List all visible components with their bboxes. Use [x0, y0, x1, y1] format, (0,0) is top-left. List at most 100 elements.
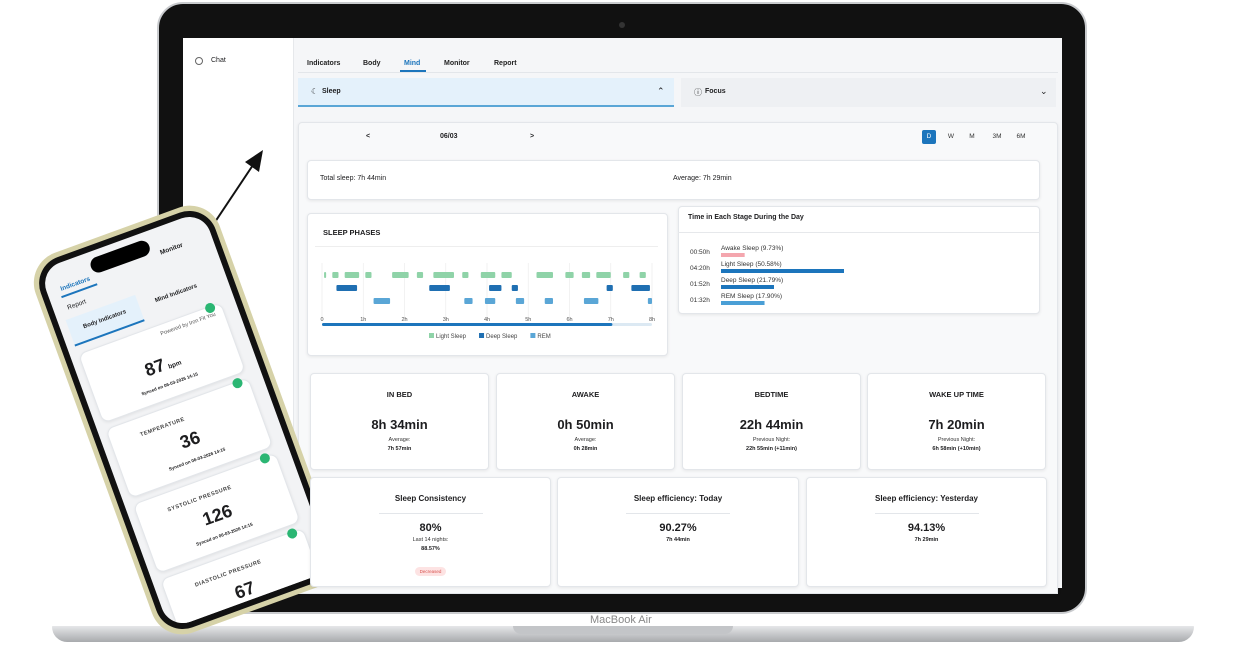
x-tick-label: 7h: [608, 317, 614, 323]
chevron: ⌃: [657, 86, 665, 96]
legend-swatch: [479, 333, 485, 338]
x-tick-label: 4h: [484, 317, 490, 323]
range-button[interactable]: 3M: [992, 133, 1002, 140]
x-tick-label: 1h: [360, 317, 366, 323]
metric-title: IN BED: [386, 390, 413, 399]
efficiency-card: Sleep efficiency: Yesterday 94.13% 7h 29mi…: [806, 477, 1047, 587]
phase-segment: [565, 272, 574, 278]
tab[interactable]: Indicators: [307, 60, 341, 67]
stage-bar: [721, 253, 745, 257]
phase-segment: [344, 272, 360, 278]
metric-title: WAKE UP TIME: [929, 390, 984, 399]
phase-segment: [606, 285, 613, 291]
x-tick-label: 2h: [401, 317, 407, 323]
sidebar-item[interactable]: Chat: [211, 57, 226, 64]
x-tick-label: 6h: [566, 317, 572, 323]
metric-subvalue: 7h 57min: [387, 446, 412, 452]
stage-label: REM Sleep (17.90%): [721, 293, 782, 300]
phone-card-value: 126: [199, 500, 235, 530]
efficiency-title: Sleep efficiency: Yesterday: [874, 494, 979, 503]
phase-segment: [324, 272, 327, 278]
metric-subvalue: 0h 28min: [573, 446, 598, 452]
metric-value: 7h 20min: [928, 417, 985, 432]
accordion[interactable]: [681, 78, 1056, 107]
phase-segment: [581, 272, 591, 278]
phase-segment: [365, 272, 372, 278]
phase-segment: [596, 272, 611, 278]
phase-segment: [631, 285, 650, 291]
accordion[interactable]: [298, 78, 674, 107]
stage-label: Awake Sleep (9.73%): [721, 245, 783, 252]
efficiency-value: 80%: [419, 522, 442, 534]
phone-card-value: 36: [177, 426, 203, 453]
phase-segment: [462, 272, 469, 278]
divider: [315, 246, 658, 247]
average-sleep: Average: 7h 29min: [673, 175, 732, 182]
accordion-icon: ☾: [311, 87, 319, 96]
tab[interactable]: Report: [494, 60, 517, 67]
tab-underline: [400, 70, 426, 72]
legend-label: REM: [537, 334, 550, 340]
stage-time: 04:20h: [690, 265, 710, 272]
tab[interactable]: Mind: [404, 60, 421, 67]
metric-value: 22h 44min: [739, 417, 804, 432]
metric-sub: Average:: [388, 437, 411, 443]
phone-card-unit: bpm: [167, 359, 183, 371]
date-prev[interactable]: <: [366, 133, 371, 140]
laptop-base: [52, 626, 1194, 642]
sleep-phases-title: SLEEP PHASES: [323, 228, 381, 237]
metric-card: AWAKE 0h 50min Average: 0h 28min: [496, 373, 675, 470]
legend-swatch: [429, 333, 434, 338]
stage-bar: [721, 301, 765, 305]
divider: [378, 513, 483, 514]
phase-segment: [480, 272, 496, 278]
efficiency-subvalue: 7h 29min: [914, 537, 939, 543]
status-dot: [231, 376, 244, 390]
stages-card: [678, 206, 1040, 314]
phase-segment: [583, 298, 599, 304]
phone-tab[interactable]: Monitor: [159, 241, 184, 257]
efficiency-value: 90.27%: [659, 522, 697, 534]
metric-subvalue: 22h 55min (+11min): [746, 446, 797, 452]
tab[interactable]: Body: [363, 60, 381, 67]
timeline-bar: [322, 323, 613, 326]
phone-card-value: 87: [141, 354, 168, 381]
range-button[interactable]: W: [947, 133, 955, 140]
legend-label: Deep Sleep: [486, 334, 518, 340]
metric-title: AWAKE: [571, 390, 600, 399]
status-dot: [285, 527, 299, 540]
range-button[interactable]: 6M: [1016, 133, 1026, 140]
legend-label: Light Sleep: [436, 334, 467, 340]
efficiency-title: Sleep Consistency: [394, 494, 467, 503]
efficiency-card: Sleep Consistency 80% Last 14 nights: 88.57…: [310, 477, 551, 587]
accordion-label: Sleep: [322, 88, 341, 95]
stage-label: Light Sleep (50.58%): [721, 261, 782, 268]
chat-icon: [195, 57, 203, 65]
phase-segment: [373, 298, 391, 304]
sleep-phases-chart: 0 1h 2h 3h 4h 5h 6h 7h 8h Light Sleep Deep Sleep RE…: [320, 263, 655, 340]
range-button[interactable]: D: [922, 130, 936, 144]
x-tick-label: 8h: [649, 317, 655, 323]
efficiency-subvalue: 88.57%: [421, 546, 440, 552]
phase-segment: [429, 285, 450, 291]
phase-segment: [464, 298, 473, 304]
date-next[interactable]: >: [530, 133, 535, 140]
stages-chart: 00:50h Awake Sleep (9.73%) 04:20h Light Sle…: [690, 245, 844, 305]
metric-title: BEDTIME: [754, 390, 789, 399]
laptop-brand: MacBook Air: [590, 614, 652, 626]
phase-segment: [511, 285, 518, 291]
accordion-icon: ⓘ: [694, 88, 702, 97]
phase-segment: [639, 272, 646, 278]
stages-title: Time in Each Stage During the Day: [688, 214, 804, 221]
sleep-phases-card: [307, 213, 668, 356]
phone-tab[interactable]: Report: [66, 298, 88, 312]
stage-time: 01:52h: [690, 281, 710, 288]
range-button[interactable]: M: [969, 133, 975, 140]
camera: [619, 22, 625, 28]
powered-by: Powered by Iron Fit You: [159, 311, 217, 338]
phase-segment: [332, 272, 339, 278]
phase-segment: [623, 272, 630, 278]
tab[interactable]: Monitor: [444, 60, 470, 67]
phase-segment: [515, 298, 525, 304]
